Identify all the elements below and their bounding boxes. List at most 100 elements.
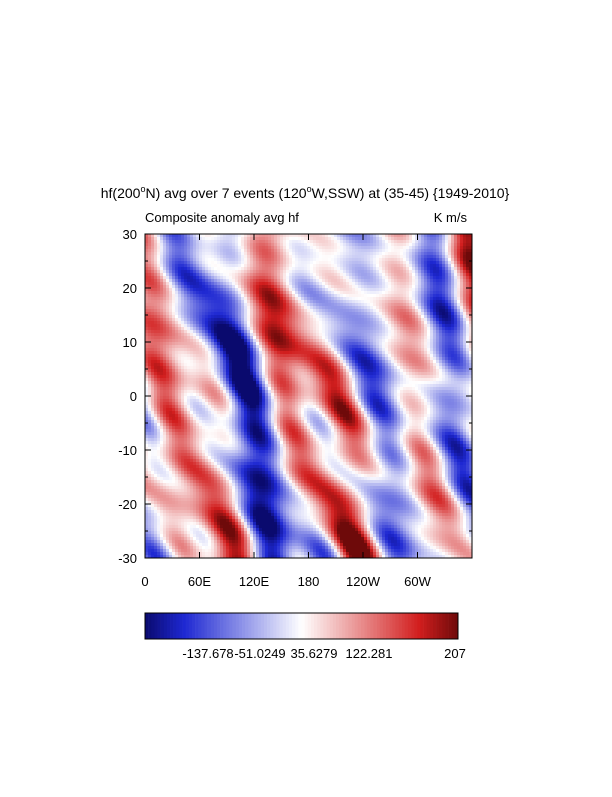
heatmap-cell xyxy=(325,294,329,298)
heatmap-cell xyxy=(286,270,290,274)
heatmap-cell xyxy=(361,255,365,259)
heatmap-cell xyxy=(436,258,440,262)
heatmap-cell xyxy=(256,351,260,355)
heatmap-cell xyxy=(148,333,152,337)
heatmap-cell xyxy=(463,255,467,259)
heatmap-cell xyxy=(262,243,266,247)
heatmap-cell xyxy=(295,243,299,247)
heatmap-cell xyxy=(163,237,167,241)
heatmap-cell xyxy=(328,348,332,352)
heatmap-cell xyxy=(214,309,218,313)
heatmap-cell xyxy=(352,369,356,373)
heatmap-cell xyxy=(190,249,194,253)
heatmap-cell xyxy=(193,309,197,313)
heatmap-cell xyxy=(157,240,161,244)
heatmap-cell xyxy=(391,354,395,358)
heatmap-cell xyxy=(268,303,272,307)
heatmap-cell xyxy=(148,297,152,301)
heatmap-cell xyxy=(145,291,149,295)
heatmap-cell xyxy=(463,357,467,361)
heatmap-cell xyxy=(406,255,410,259)
heatmap-cell xyxy=(241,336,245,340)
heatmap-cell xyxy=(352,330,356,334)
heatmap-cell xyxy=(277,261,281,265)
heatmap-cell xyxy=(181,318,185,322)
heatmap-cell xyxy=(382,363,386,367)
heatmap-cell xyxy=(424,255,428,259)
heatmap-cell xyxy=(313,249,317,253)
heatmap-cell xyxy=(442,291,446,295)
heatmap-cell xyxy=(238,351,242,355)
heatmap-cell xyxy=(148,261,152,265)
heatmap-cell xyxy=(172,252,176,256)
heatmap-cell xyxy=(169,234,173,238)
heatmap-cell xyxy=(175,369,179,373)
heatmap-cell xyxy=(352,333,356,337)
heatmap-cell xyxy=(457,243,461,247)
heatmap-cell xyxy=(310,354,314,358)
heatmap-cell xyxy=(217,309,221,313)
heatmap-cell xyxy=(463,288,467,292)
heatmap-cell xyxy=(421,360,425,364)
heatmap-cell xyxy=(187,300,191,304)
heatmap-cell xyxy=(406,327,410,331)
heatmap-cell xyxy=(454,315,458,319)
heatmap-cell xyxy=(178,336,182,340)
heatmap-cell xyxy=(154,237,158,241)
heatmap-cell xyxy=(229,258,233,262)
heatmap-cell xyxy=(367,267,371,271)
heatmap-cell xyxy=(436,366,440,370)
heatmap-cell xyxy=(361,363,365,367)
heatmap-cell xyxy=(259,309,263,313)
heatmap-cell xyxy=(328,354,332,358)
heatmap-cell xyxy=(397,327,401,331)
heatmap-cell xyxy=(334,309,338,313)
heatmap-cell xyxy=(394,321,398,325)
heatmap-cell xyxy=(313,357,317,361)
heatmap-cell xyxy=(364,363,368,367)
heatmap-cell xyxy=(232,312,236,316)
heatmap-cell xyxy=(388,303,392,307)
heatmap-cell xyxy=(280,288,284,292)
heatmap-cell xyxy=(406,321,410,325)
heatmap-cell xyxy=(388,354,392,358)
heatmap-cell xyxy=(466,339,470,343)
heatmap-cell xyxy=(334,306,338,310)
heatmap-cell xyxy=(202,240,206,244)
heatmap-cell xyxy=(145,255,149,259)
heatmap-cell xyxy=(316,246,320,250)
heatmap-cell xyxy=(460,249,464,253)
heatmap-cell xyxy=(469,267,473,271)
heatmap-cell xyxy=(466,249,470,253)
heatmap-cell xyxy=(223,297,227,301)
heatmap-cell xyxy=(319,312,323,316)
heatmap-cell xyxy=(355,321,359,325)
heatmap-cell xyxy=(307,273,311,277)
heatmap-cell xyxy=(157,267,161,271)
heatmap-cell xyxy=(274,324,278,328)
heatmap-cell xyxy=(442,351,446,355)
heatmap-cell xyxy=(163,249,167,253)
heatmap-cell xyxy=(385,255,389,259)
heatmap-cell xyxy=(325,348,329,352)
heatmap-cell xyxy=(250,354,254,358)
heatmap-cell xyxy=(211,258,215,262)
heatmap-cell xyxy=(454,258,458,262)
heatmap-cell xyxy=(322,258,326,262)
heatmap-cell xyxy=(199,267,203,271)
heatmap-cell xyxy=(181,279,185,283)
heatmap-cell xyxy=(331,315,335,319)
heatmap-cell xyxy=(334,333,338,337)
heatmap-cell xyxy=(319,309,323,313)
heatmap-cell xyxy=(301,270,305,274)
heatmap-cell xyxy=(223,276,227,280)
heatmap-cell xyxy=(325,252,329,256)
heatmap-cell xyxy=(457,273,461,277)
heatmap-cell xyxy=(184,318,188,322)
heatmap-cell xyxy=(277,276,281,280)
heatmap-cell xyxy=(337,345,341,349)
heatmap-cell xyxy=(457,279,461,283)
heatmap-cell xyxy=(265,258,269,262)
heatmap-cell xyxy=(310,264,314,268)
heatmap-cell xyxy=(295,363,299,367)
